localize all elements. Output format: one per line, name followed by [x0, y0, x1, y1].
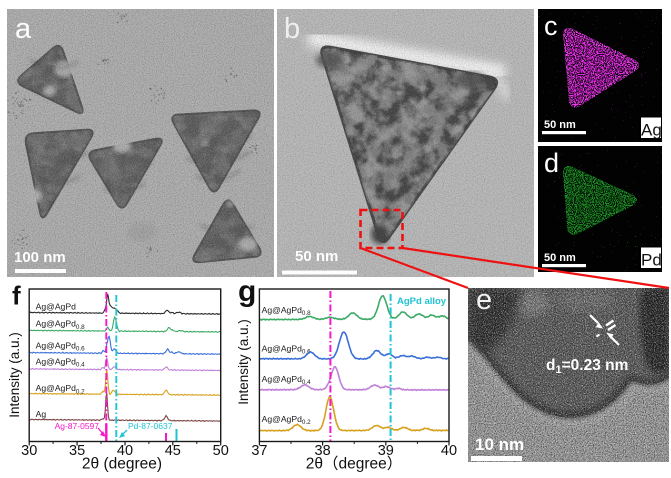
svg-text:Ag@AgPd0.8: Ag@AgPd0.8 [36, 319, 86, 331]
svg-text:40: 40 [117, 443, 133, 459]
svg-text:Pd-87-0637: Pd-87-0637 [128, 421, 173, 431]
svg-text:g: g [238, 275, 256, 308]
svg-text:Ag@AgPd0.2: Ag@AgPd0.2 [262, 414, 312, 426]
svg-text:Pd: Pd [641, 251, 662, 270]
svg-text:e: e [476, 284, 492, 316]
svg-text:39: 39 [378, 443, 394, 459]
svg-text:Intensity (a.u.): Intensity (a.u.) [7, 332, 22, 418]
svg-text:Ag@AgPd: Ag@AgPd [36, 301, 76, 311]
svg-text:30: 30 [21, 443, 37, 459]
svg-text:Ag: Ag [36, 409, 47, 419]
svg-text:a: a [15, 13, 32, 45]
svg-text:b: b [284, 13, 300, 45]
svg-text:Ag-87-0597: Ag-87-0597 [55, 421, 100, 431]
svg-text:2θ (degree): 2θ (degree) [82, 456, 162, 473]
svg-text:c: c [544, 11, 558, 41]
svg-text:Ag: Ag [641, 121, 662, 140]
svg-text:45: 45 [165, 443, 181, 459]
svg-text:d1=0.23 nm: d1=0.23 nm [546, 357, 628, 376]
svg-text:AgPd alloy: AgPd alloy [397, 296, 447, 307]
svg-text:d: d [544, 148, 559, 178]
svg-text:50 nm: 50 nm [544, 252, 576, 264]
svg-text:35: 35 [69, 443, 85, 459]
svg-text:Ag@AgPd0.2: Ag@AgPd0.2 [36, 383, 86, 395]
svg-text:Ag@AgPd0.6: Ag@AgPd0.6 [262, 343, 312, 355]
svg-text:Intensity (a.u.): Intensity (a.u.) [236, 319, 251, 405]
svg-text:Ag@AgPd0.4: Ag@AgPd0.4 [36, 356, 86, 368]
svg-text:38: 38 [315, 443, 331, 459]
svg-text:40: 40 [441, 443, 457, 459]
svg-text:50 nm: 50 nm [295, 248, 338, 265]
svg-text:2θ（degree）: 2θ（degree） [306, 456, 403, 473]
svg-text:50: 50 [213, 443, 229, 459]
svg-text:Ag@AgPd0.6: Ag@AgPd0.6 [36, 341, 86, 353]
svg-text:10 nm: 10 nm [475, 435, 524, 454]
svg-text:f: f [12, 281, 21, 311]
svg-text:37: 37 [251, 443, 267, 459]
svg-text:Ag@AgPd0.8: Ag@AgPd0.8 [262, 305, 312, 317]
svg-text:100 nm: 100 nm [14, 249, 66, 266]
svg-text:50 nm: 50 nm [544, 119, 576, 131]
svg-text:Ag@AgPd0.4: Ag@AgPd0.4 [262, 374, 312, 386]
